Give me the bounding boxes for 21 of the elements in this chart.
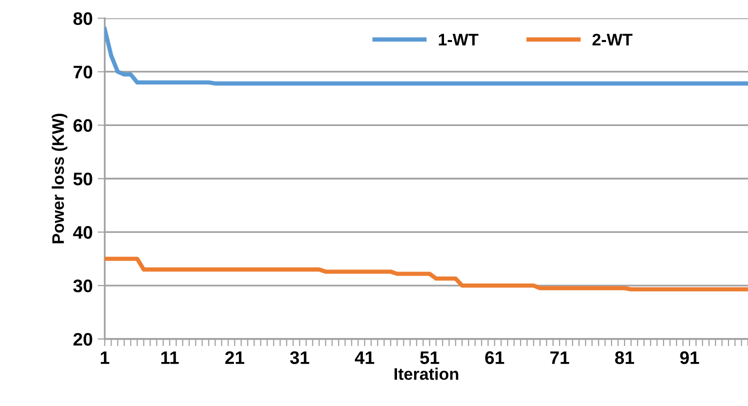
y-tick-label: 60 bbox=[73, 119, 92, 132]
legend-label: 2-WT bbox=[592, 34, 632, 46]
y-tick-label: 80 bbox=[73, 12, 92, 25]
x-tick-label: 31 bbox=[290, 351, 310, 364]
y-tick-label: 50 bbox=[73, 172, 92, 186]
x-tick-label: 21 bbox=[225, 351, 244, 364]
legend-label: 1-WT bbox=[438, 34, 478, 46]
x-tick-label: 61 bbox=[485, 351, 504, 364]
y-axis-title: Power loss (KW) bbox=[52, 114, 68, 244]
y-tick-label: 40 bbox=[73, 226, 92, 239]
y-tick-label: 70 bbox=[74, 66, 92, 78]
x-tick-label: 71 bbox=[550, 351, 570, 364]
y-tick-label: 20 bbox=[73, 332, 92, 346]
x-tick-label: 41 bbox=[354, 351, 374, 364]
y-tick-label: 30 bbox=[73, 279, 92, 292]
x-tick-label: 91 bbox=[680, 351, 700, 364]
x-tick-label: 11 bbox=[161, 351, 179, 364]
x-tick-label: 1 bbox=[100, 351, 110, 364]
x-tick-label: 81 bbox=[615, 351, 634, 364]
x-axis-title: Iteration bbox=[394, 368, 458, 380]
x-tick-label: 51 bbox=[420, 351, 440, 364]
